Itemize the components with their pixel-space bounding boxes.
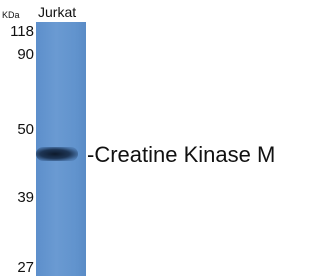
marker-label: 118: [0, 23, 34, 40]
marker-label: 90: [0, 46, 34, 63]
sample-label: Jurkat: [38, 4, 76, 20]
marker-label: 50: [0, 121, 34, 138]
band-label: -Creatine Kinase M: [87, 142, 275, 168]
marker-label: 39: [0, 189, 34, 206]
unit-label: KDa: [2, 10, 20, 20]
marker-label: 27: [0, 259, 34, 276]
page: KDa Jurkat -Creatine Kinase M (() => { c…: [0, 0, 296, 276]
band: [36, 147, 78, 161]
